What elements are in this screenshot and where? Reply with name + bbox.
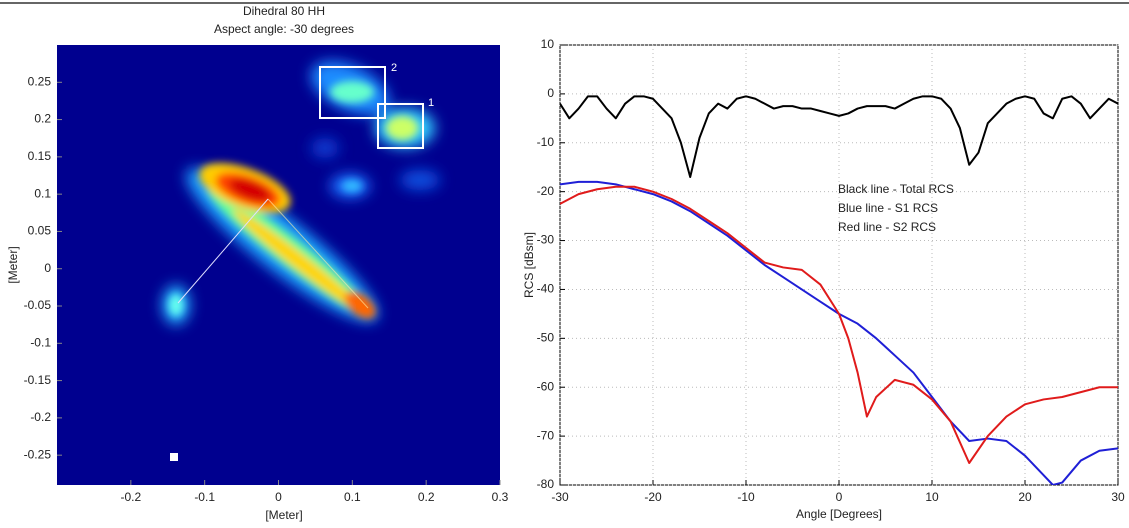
y-tick-label: -20 [537, 184, 555, 198]
x-tick-label: 30 [1111, 490, 1125, 504]
x-tick-label: -10 [737, 490, 755, 504]
legend-entry: Black line - Total RCS [838, 182, 954, 196]
y-tick-label: -50 [537, 331, 555, 345]
y-tick-label: -0.25 [24, 447, 52, 461]
line-series [560, 185, 1118, 464]
legend-entry: Red line - S2 RCS [838, 220, 936, 234]
x-tick-label: -30 [551, 490, 569, 504]
plot-area [560, 95, 1118, 485]
x-tick-label: -0.2 [120, 490, 141, 504]
x-tick-label: -20 [644, 490, 662, 504]
x-tick-label: 0 [275, 490, 282, 504]
y-tick-label: -70 [537, 428, 555, 442]
y-tick-label: -80 [537, 477, 555, 491]
x-tick-label: 20 [1018, 490, 1032, 504]
x-tick-label: 0.1 [344, 490, 361, 504]
line-series [560, 95, 1118, 178]
annotation: 1 [428, 97, 434, 109]
y-tick-label: 0.15 [28, 149, 52, 163]
y-tick-label: 0.2 [34, 112, 51, 126]
y-axis-label: [Meter] [6, 246, 20, 283]
y-axis-label: RCS [dBsm] [522, 232, 536, 298]
y-tick-label: -0.05 [24, 298, 52, 312]
y-tick-label: 0.25 [28, 74, 52, 88]
y-tick-label: -0.15 [24, 373, 52, 387]
annotation: 2 [391, 62, 397, 74]
line-series [560, 180, 1118, 485]
x-tick-label: 10 [925, 490, 939, 504]
heatmap-image [57, 45, 500, 485]
x-tick-label: -0.1 [194, 490, 215, 504]
legend-entry: Blue line - S1 RCS [838, 201, 938, 215]
y-tick-label: -10 [537, 135, 555, 149]
y-tick-label: 0 [44, 261, 51, 275]
x-tick-label: 0 [836, 490, 843, 504]
x-axis-label: Angle [Degrees] [796, 507, 882, 521]
x-tick-label: 0.3 [492, 490, 509, 504]
y-tick-label: 0.1 [34, 186, 51, 200]
y-tick-label: 10 [541, 37, 555, 51]
x-tick-label: 0.2 [418, 490, 435, 504]
y-tick-label: -30 [537, 233, 555, 247]
y-tick-label: 0.05 [28, 224, 52, 238]
y-tick-label: -0.2 [30, 410, 51, 424]
y-tick-label: -60 [537, 379, 555, 393]
y-tick-label: -40 [537, 282, 555, 296]
x-axis-label: [Meter] [265, 508, 302, 522]
y-tick-label: -0.1 [30, 335, 51, 349]
chart-title: Dihedral 80 HH [243, 4, 325, 18]
chart-subtitle: Aspect angle: -30 degrees [214, 22, 354, 36]
y-tick-label: 0 [547, 86, 554, 100]
